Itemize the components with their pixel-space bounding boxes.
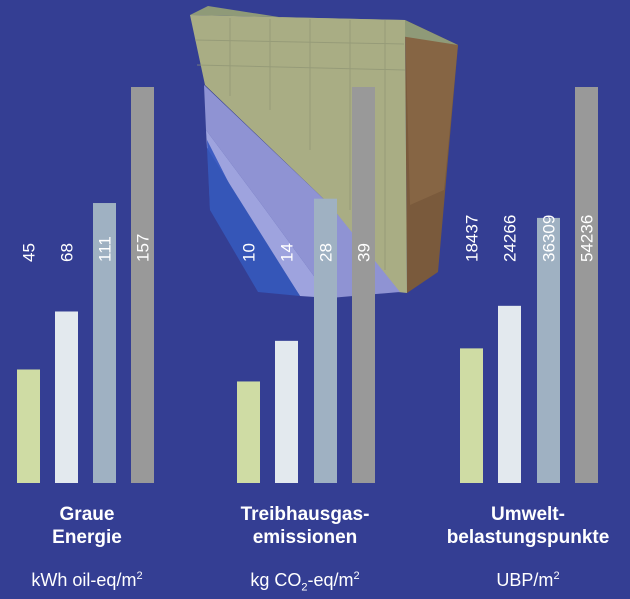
chart-1-title-line-1: Graue [59,504,115,525]
chart-2-title-line-2: emissionen [252,527,358,548]
chart-3-title: Umwelt- belastungspunkte [428,503,628,549]
chart-2-bar-3 [314,198,337,483]
chart-1-bar-2 [55,311,78,483]
chart-3-unit: UBP/m2 [496,570,560,590]
chart-2-bar-4 [352,87,375,483]
chart-1-bar-4 [131,87,154,483]
chart-2-data-label-4: 39 [355,243,374,262]
chart-1-title: Graue Energie [0,503,187,549]
chart-3-bar-1 [460,348,483,483]
chart-2-unit: kg CO2-eq/m2 [250,570,360,594]
chart-2-data-label-1: 10 [240,243,259,262]
chart-1-data-label-1: 45 [20,243,39,262]
chart-3-title-line-1: Umwelt- [491,504,565,525]
chart-3-bar-4 [575,87,598,483]
chart-2-data-label-2: 14 [278,243,297,262]
chart-1-bar-1 [17,369,40,483]
chart-2-title: Treibhausgas- emissionen [205,503,405,549]
chart-3-title-line-2: belastungspunkte [446,527,610,548]
chart-1-data-label-3: 111 [96,236,115,262]
chart-2-data-label-3: 28 [317,243,336,262]
chart-3-bar-2 [498,305,521,483]
chart-1-data-label-4: 157 [134,234,153,262]
chart-3-bar-3 [537,217,560,483]
chart-3-data-label-2: 24266 [501,215,520,262]
chart-3-data-label-1: 18437 [463,215,482,262]
chart-2-title-line-1: Treibhausgas- [240,504,370,525]
chart-1-unit: kWh oil-eq/m2 [31,570,143,590]
chart-2-bar-1 [237,381,260,483]
chart-1-bar-3 [93,203,116,483]
chart-3-data-label-4: 54236 [578,215,597,262]
chart-3-data-label-3: 36309 [540,215,559,262]
chart-1-title-line-2: Energie [52,527,122,548]
chart-2-bar-2 [275,340,298,483]
chart-1-data-label-2: 68 [58,243,77,262]
